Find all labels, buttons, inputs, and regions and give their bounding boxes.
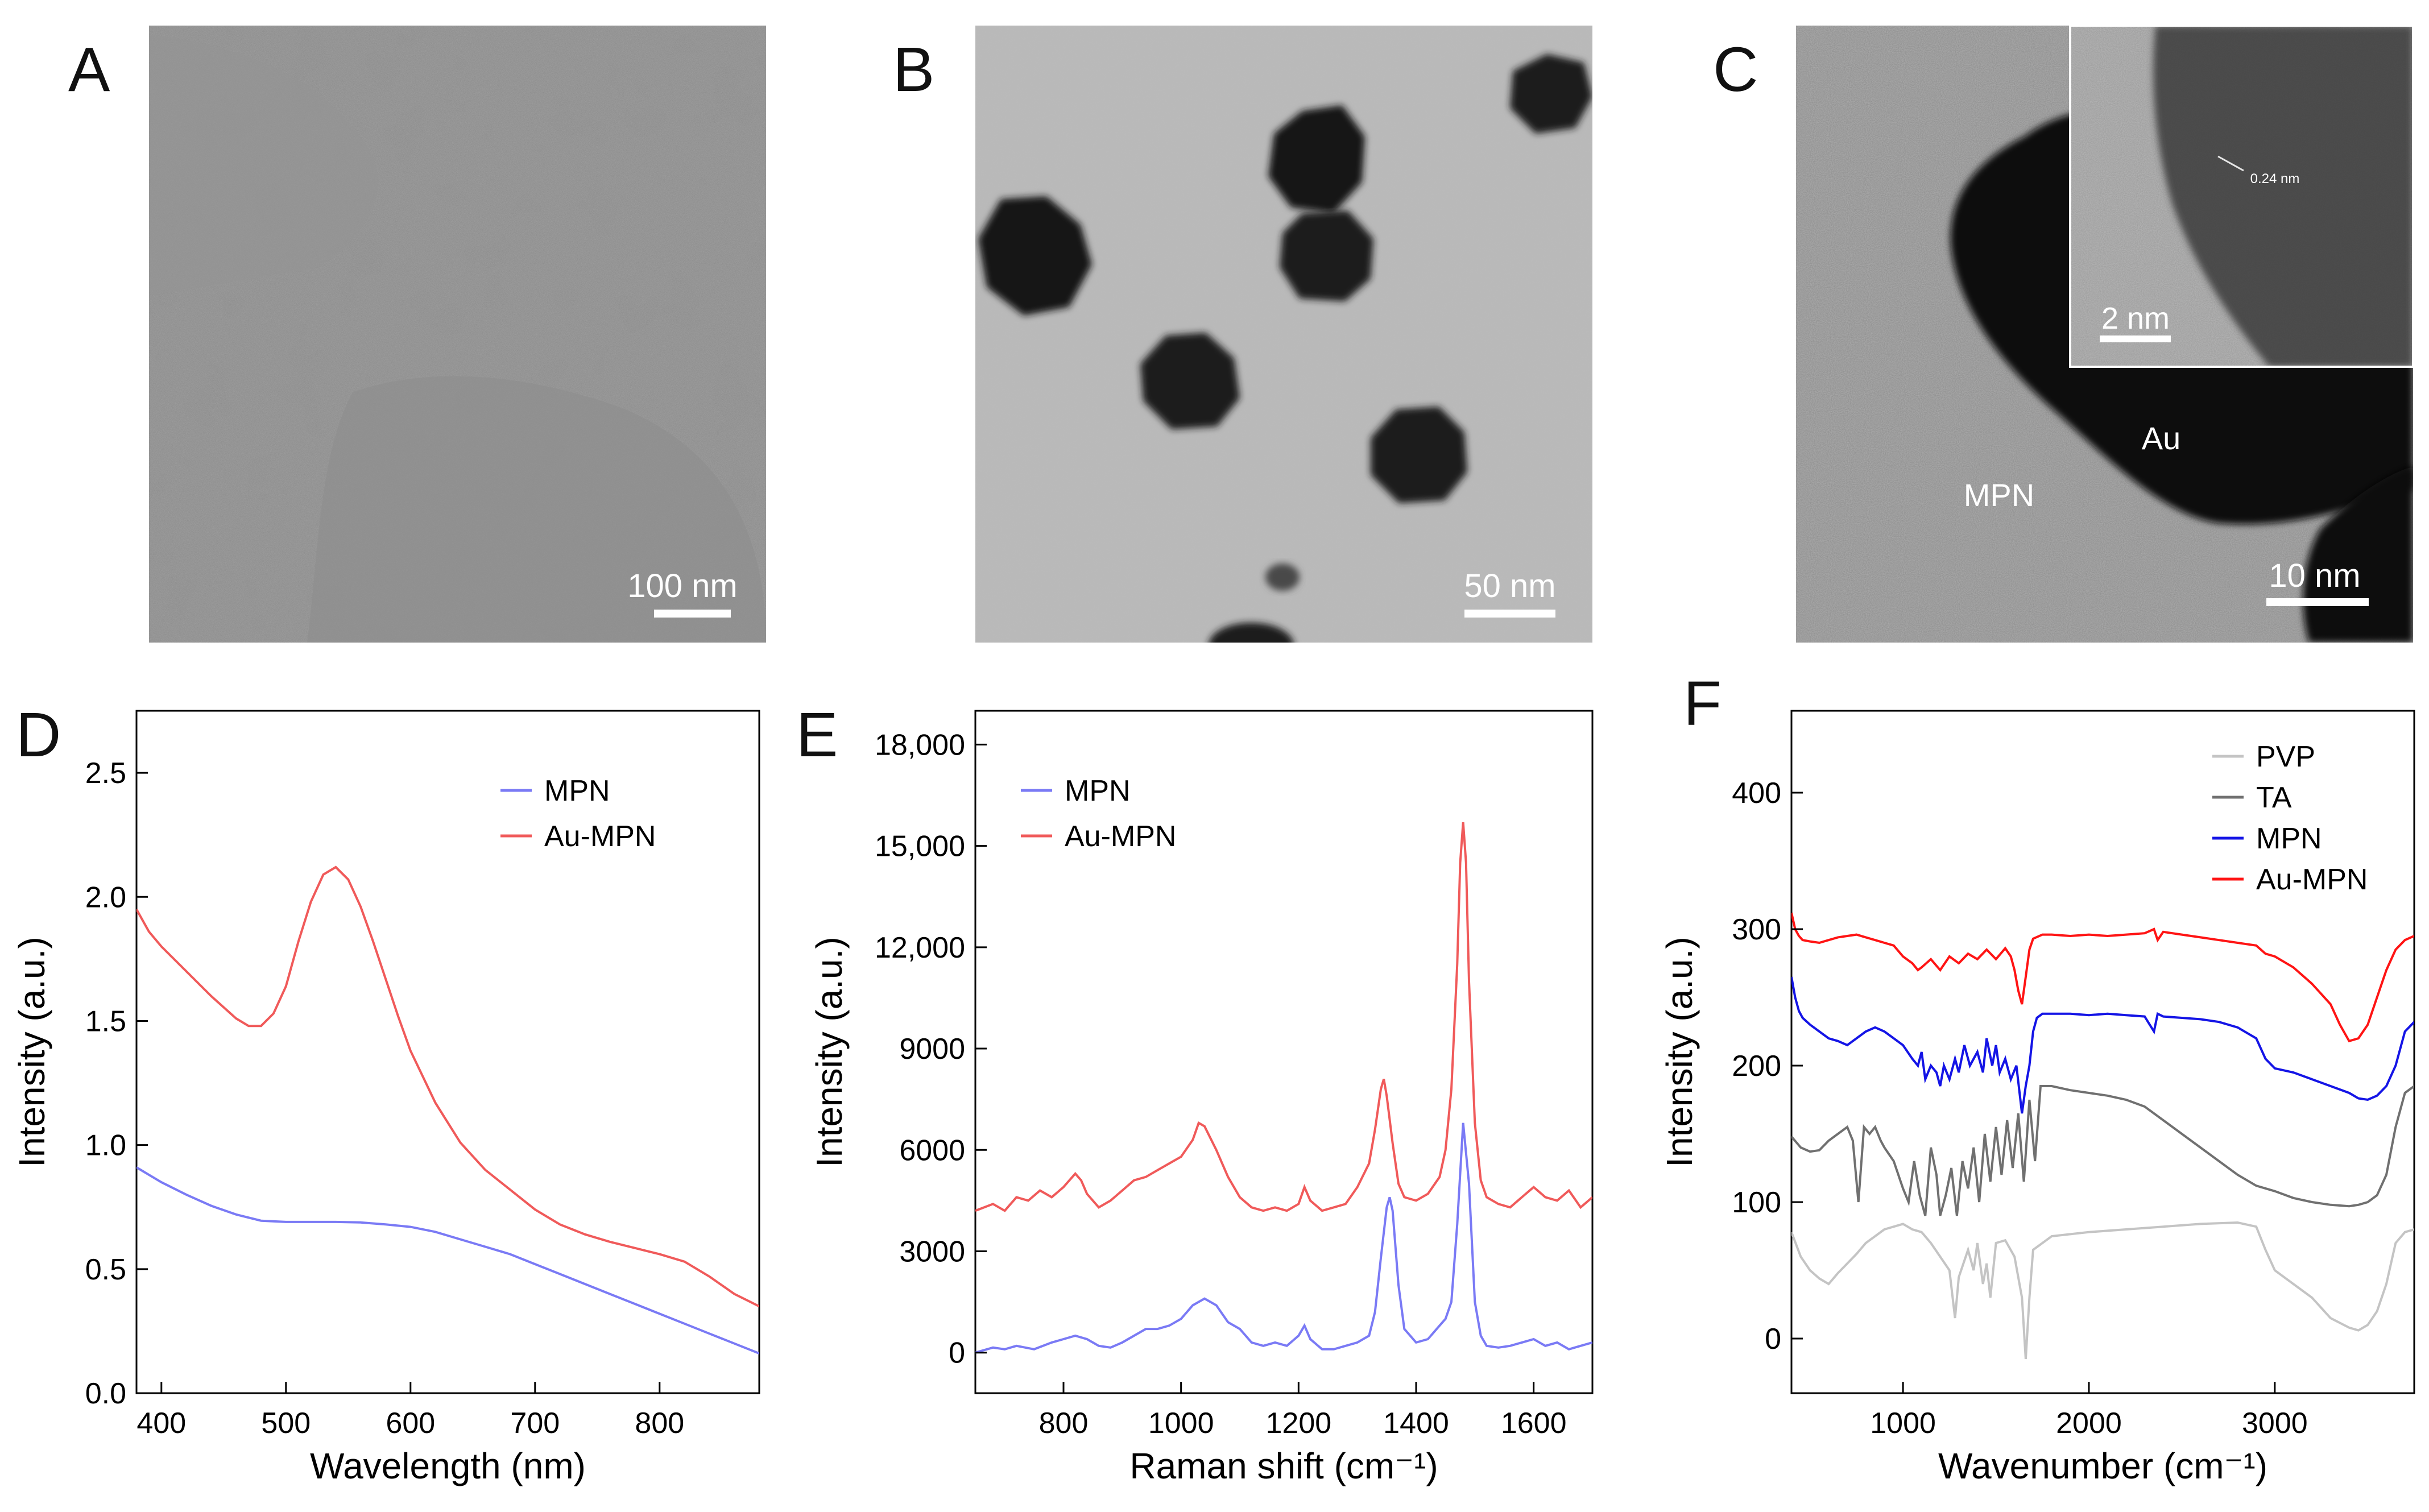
particle bbox=[1265, 564, 1300, 591]
particle bbox=[1209, 623, 1294, 643]
x-axis-label: Wavenumber (cm⁻¹) bbox=[1938, 1445, 2267, 1486]
panel-c-inset-border bbox=[2069, 24, 2414, 368]
x-tick-label: 1600 bbox=[1501, 1407, 1567, 1440]
x-tick-label: 3000 bbox=[2242, 1407, 2308, 1440]
x-tick-label: 700 bbox=[510, 1407, 560, 1440]
panel-c-mpn-label: MPN bbox=[1964, 477, 2034, 513]
y-tick-label: 1.5 bbox=[85, 1005, 126, 1038]
panel-b-label: B bbox=[893, 35, 934, 105]
panel-a-scale-text: 100 nm bbox=[627, 567, 737, 604]
panel-c-inset-scale-bar bbox=[2100, 335, 2171, 342]
y-tick-label: 0.0 bbox=[85, 1377, 126, 1410]
y-tick-label: 0.5 bbox=[85, 1253, 126, 1286]
y-axis-label: Intensity (a.u.) bbox=[11, 937, 52, 1167]
panel-c-label: C bbox=[1713, 35, 1758, 105]
legend-label: Au-MPN bbox=[544, 820, 656, 853]
x-tick-label: 1000 bbox=[1870, 1407, 1936, 1440]
x-tick-label: 800 bbox=[1039, 1407, 1089, 1440]
legend-label: MPN bbox=[2256, 822, 2322, 855]
panel-b-scale-text: 50 nm bbox=[1464, 567, 1555, 604]
y-tick-label: 1.0 bbox=[85, 1129, 126, 1162]
series-line-au-mpn bbox=[1791, 912, 2414, 1043]
plot-frame bbox=[1790, 710, 2415, 1394]
panel-b-scale-bar bbox=[1464, 610, 1555, 618]
plot-frame bbox=[135, 710, 760, 1394]
y-tick-label: 400 bbox=[1732, 777, 1781, 810]
particle bbox=[1280, 210, 1373, 301]
y-tick-label: 12,000 bbox=[875, 931, 965, 964]
legend-label: MPN bbox=[544, 774, 610, 807]
particle bbox=[1268, 105, 1365, 213]
panel-b-image bbox=[975, 26, 1592, 643]
legend-label: PVP bbox=[2256, 740, 2315, 773]
y-tick-label: 0 bbox=[949, 1337, 965, 1370]
y-tick-label: 300 bbox=[1732, 913, 1781, 946]
y-tick-label: 6000 bbox=[899, 1134, 965, 1167]
series-line-ta bbox=[1791, 1085, 2414, 1216]
panel-label: F bbox=[1683, 669, 1722, 739]
panel-c-au-label: Au bbox=[2142, 420, 2181, 456]
particle bbox=[978, 196, 1092, 316]
x-tick-label: 500 bbox=[261, 1407, 311, 1440]
y-tick-label: 2.5 bbox=[85, 757, 126, 790]
particle bbox=[1371, 407, 1467, 503]
series-line-au-mpn bbox=[975, 822, 1592, 1212]
y-tick-label: 9000 bbox=[899, 1033, 965, 1066]
x-tick-label: 1200 bbox=[1265, 1407, 1331, 1440]
particle bbox=[1140, 333, 1240, 429]
series-line-mpn bbox=[136, 1166, 759, 1355]
y-tick-label: 0 bbox=[1765, 1323, 1781, 1356]
y-tick-label: 100 bbox=[1732, 1186, 1781, 1219]
chart-panel-d: 400 500 600 700 800 0.0 0.5 1.0 1.5 2.0 2.5 Wavelen… bbox=[11, 700, 760, 1486]
panel-label: E bbox=[796, 700, 838, 770]
panel-a-image bbox=[149, 26, 766, 643]
panel-a-label: A bbox=[68, 35, 110, 105]
x-tick-label: 1400 bbox=[1383, 1407, 1449, 1440]
y-axis-label: Intensity (a.u.) bbox=[1659, 937, 1700, 1167]
x-tick-label: 2000 bbox=[2056, 1407, 2122, 1440]
y-tick-label: 3000 bbox=[899, 1235, 965, 1268]
y-tick-label: 15,000 bbox=[875, 830, 965, 863]
y-tick-label: 18,000 bbox=[875, 728, 965, 761]
panel-c-inset bbox=[2070, 26, 2413, 367]
panel-c-scale-text: 10 nm bbox=[2269, 557, 2360, 594]
panel-c-lattice-label: 0.24 nm bbox=[2250, 171, 2300, 187]
legend-label: MPN bbox=[1065, 774, 1131, 807]
plot-frame bbox=[974, 710, 1594, 1394]
series-line-mpn bbox=[975, 1122, 1592, 1354]
panel-c-scale-bar bbox=[2266, 598, 2369, 606]
x-tick-label: 600 bbox=[386, 1407, 435, 1440]
x-axis-label: Wavelength (nm) bbox=[310, 1445, 586, 1486]
panel-label: D bbox=[16, 700, 61, 770]
series-line-mpn bbox=[1791, 976, 2414, 1114]
y-tick-label: 2.0 bbox=[85, 881, 126, 914]
panel-c-inset-scale-text: 2 nm bbox=[2101, 301, 2170, 335]
particle bbox=[1510, 54, 1592, 134]
x-axis-label: Raman shift (cm⁻¹) bbox=[1129, 1445, 1438, 1486]
legend-label: Au-MPN bbox=[2256, 863, 2368, 896]
series-line-au-mpn bbox=[136, 865, 759, 1308]
chart-panel-f: 1000 2000 3000 0 100 200 300 400 Wavenumber (cm⁻… bbox=[1659, 669, 2415, 1486]
x-tick-label: 800 bbox=[635, 1407, 684, 1440]
x-tick-label: 1000 bbox=[1148, 1407, 1214, 1440]
legend-label: Au-MPN bbox=[1065, 820, 1176, 853]
y-axis-label: Intensity (a.u.) bbox=[809, 937, 850, 1167]
panel-a-scale-bar bbox=[654, 610, 731, 618]
legend-label: TA bbox=[2256, 781, 2292, 814]
y-tick-label: 200 bbox=[1732, 1050, 1781, 1083]
x-tick-label: 400 bbox=[136, 1407, 186, 1440]
chart-panel-e: 800 1000 1200 1400 1600 0 3000 6000 9000 12,000 15… bbox=[796, 700, 1594, 1486]
series-line-pvp bbox=[1791, 1221, 2414, 1360]
